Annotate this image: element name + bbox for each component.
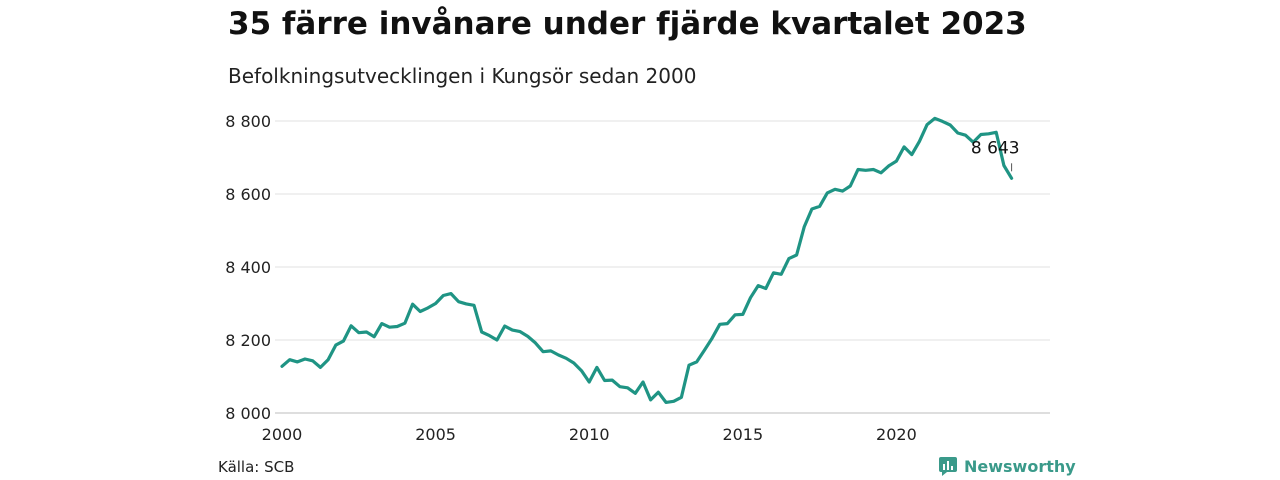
x-tick-label: 2010 <box>569 425 610 444</box>
y-tick-label: 8 800 <box>225 112 271 131</box>
brand-name: Newsworthy <box>964 456 1076 476</box>
source-label: Källa: SCB <box>218 458 295 476</box>
chart-title: 35 färre invånare under fjärde kvartalet… <box>228 6 1027 42</box>
x-tick-label: 2005 <box>415 425 456 444</box>
y-tick-label: 8 000 <box>225 404 271 423</box>
series-layer <box>280 116 1014 404</box>
annotation-layer: 8 643 <box>971 138 1020 172</box>
y-tick-label: 8 400 <box>225 258 271 277</box>
last-value-label: 8 643 <box>971 138 1020 158</box>
y-tick-label: 8 600 <box>225 185 271 204</box>
newsworthy-icon <box>939 457 957 476</box>
brand-logo: Newsworthy <box>938 456 1076 476</box>
x-tick-label: 2015 <box>722 425 763 444</box>
axis-labels: 8 000 8 200 8 400 8 600 8 800 2000 2005 2010 201… <box>225 112 917 444</box>
y-tick-label: 8 200 <box>225 331 271 350</box>
x-tick-label: 2020 <box>876 425 917 444</box>
grid-lines <box>275 120 1050 414</box>
chart-subtitle: Befolkningsutvecklingen i Kungsör sedan … <box>228 64 697 88</box>
x-tick-label: 2000 <box>262 425 303 444</box>
series-line <box>280 116 1014 404</box>
